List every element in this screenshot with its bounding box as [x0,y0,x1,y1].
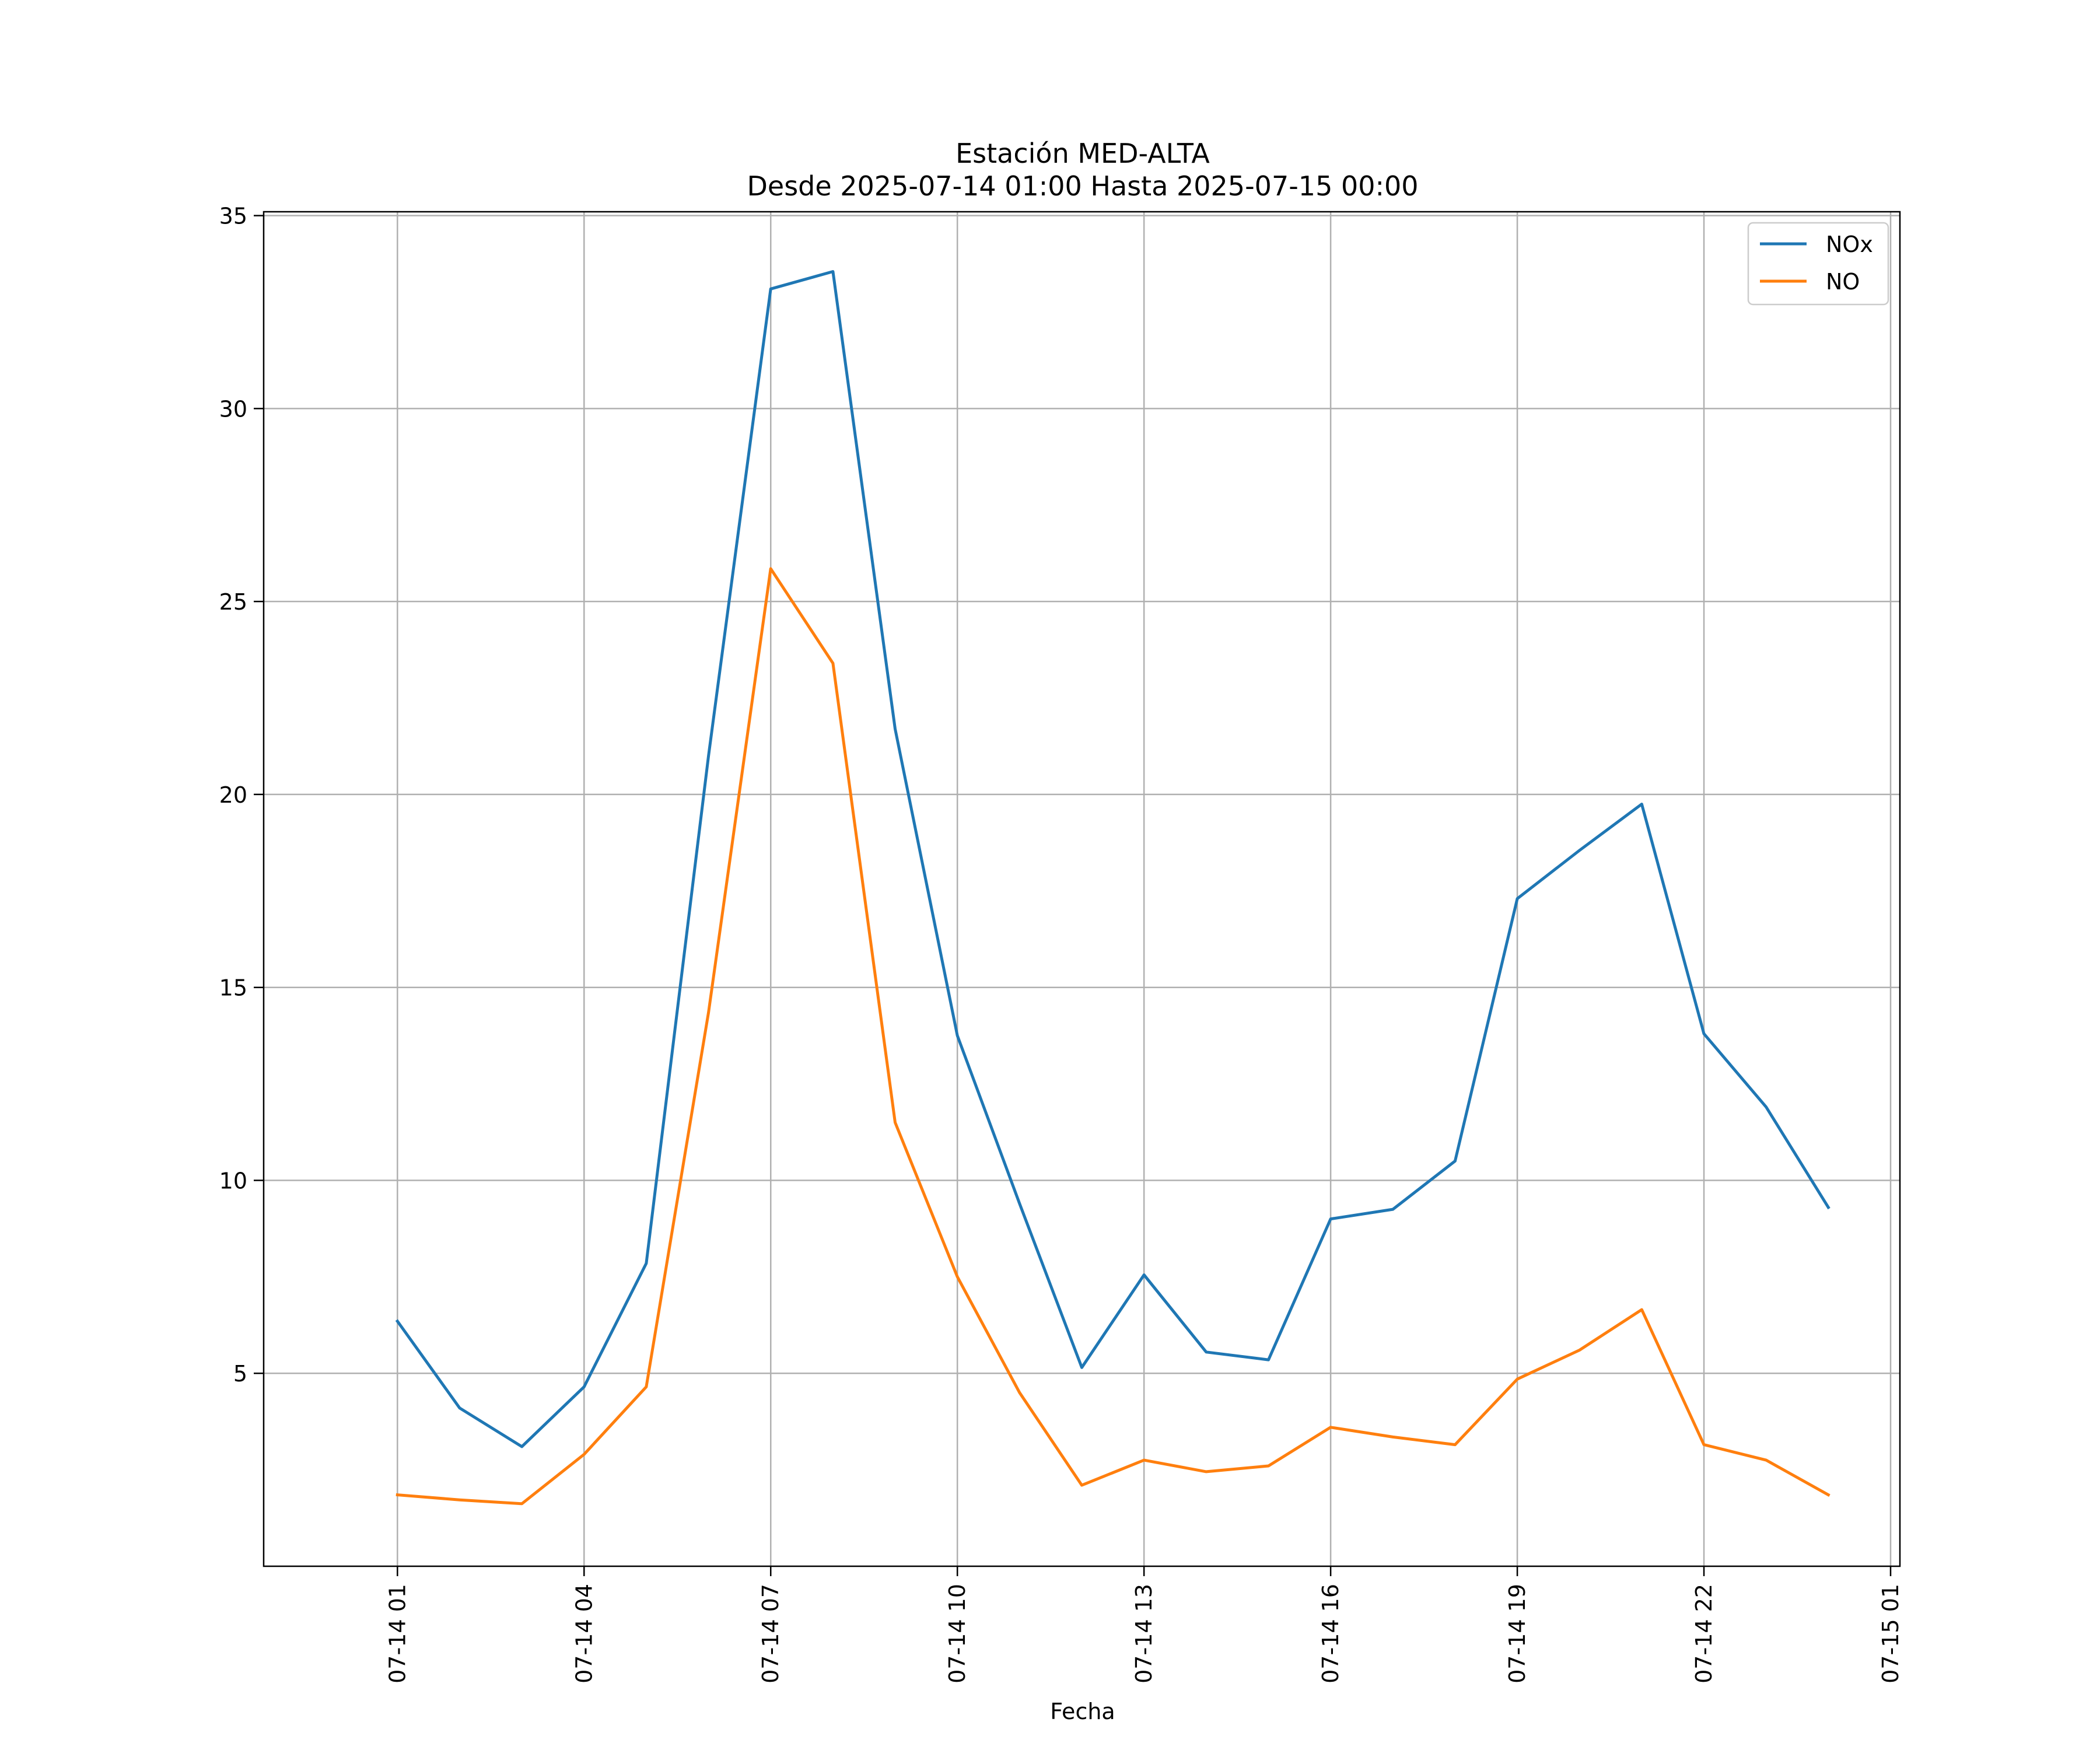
grid-lines [264,212,1900,1566]
axis-ticks: 07-14 01 07-14 04 07-14 07 07-14 10 07-14 13… [219,204,1903,1684]
y-tick-label: 30 [219,396,247,422]
x-tick-label: 07-14 01 [384,1584,410,1684]
x-axis-label: Fecha [1050,1699,1115,1724]
plot-frame [262,211,1901,1567]
y-tick-label: 15 [219,975,247,1001]
y-tick-label: 20 [219,782,247,808]
x-tick-label: 07-14 22 [1691,1584,1717,1684]
y-tick-label: 10 [219,1168,247,1194]
legend-label-no: NO [1826,269,1860,295]
x-tick-label: 07-14 10 [944,1584,970,1684]
y-tick-label: 35 [219,204,247,229]
series-line-nox [395,270,1831,1448]
series-line-no [396,567,1831,1506]
chart-title-line-2: Desde 2025-07-14 01:00 Hasta 2025-07-15 … [747,170,1418,202]
x-tick-label: 07-14 13 [1131,1584,1157,1684]
x-tick-label: 07-14 19 [1504,1584,1530,1684]
y-tick-label: 5 [233,1361,247,1387]
chart-title-line-1: Estación MED-ALTA [956,138,1210,169]
legend-label-nox: NOx [1826,232,1873,257]
y-tick-label: 25 [219,589,247,615]
x-tick-label: 07-14 04 [571,1584,597,1684]
x-tick-label: 07-15 01 [1878,1584,1903,1684]
series-lines [395,270,1831,1506]
legend: NOx NO [1747,222,1889,306]
x-tick-label: 07-14 16 [1318,1584,1343,1684]
x-tick-label: 07-14 07 [758,1584,783,1684]
